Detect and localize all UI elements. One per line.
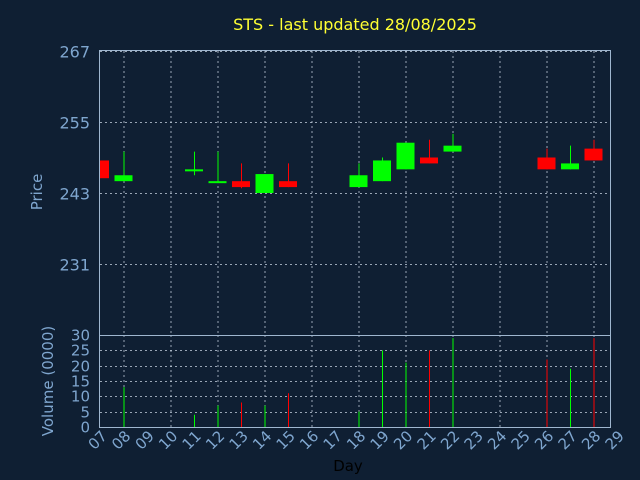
day-tick-label: 12 xyxy=(202,427,228,453)
day-tick-label: 13 xyxy=(226,427,252,453)
volume-panel-frame xyxy=(99,335,611,428)
day-tick-label: 16 xyxy=(296,427,322,453)
candle-07 xyxy=(100,160,109,179)
price-axis-label: Price xyxy=(28,174,46,211)
candle-11 xyxy=(185,151,203,176)
day-tick-label: 25 xyxy=(508,427,534,453)
day-tick-label: 22 xyxy=(437,427,463,453)
day-tick-label: 26 xyxy=(531,427,557,453)
price-grid xyxy=(100,51,610,335)
candle-body xyxy=(373,160,391,182)
candle-body xyxy=(279,181,297,188)
candle-19 xyxy=(373,157,391,182)
volume-series xyxy=(123,338,595,427)
x-axis-label: Day xyxy=(333,457,363,475)
candle-body xyxy=(101,160,109,179)
chart-title: STS - last updated 28/08/2025 xyxy=(233,15,477,34)
volume-tick-label: 15 xyxy=(71,373,90,391)
volume-grid xyxy=(100,335,610,427)
day-tick-label: 10 xyxy=(155,427,181,453)
candle-12 xyxy=(208,151,227,184)
candle-28 xyxy=(584,139,603,161)
candle-body xyxy=(349,175,368,188)
candle-body xyxy=(420,157,438,164)
price-tick-label: 267 xyxy=(59,43,90,62)
candle-21 xyxy=(420,139,438,164)
day-tick-label: 23 xyxy=(461,427,487,453)
price-tick-label: 255 xyxy=(59,114,90,133)
day-tick-label: 09 xyxy=(132,427,158,453)
candle-13 xyxy=(232,163,250,189)
day-tick-label: 08 xyxy=(108,427,134,453)
day-tick-label: 17 xyxy=(320,427,346,453)
price-tick-label: 243 xyxy=(59,185,90,204)
candle-body xyxy=(185,169,203,172)
candle-body xyxy=(443,145,462,152)
candle-body xyxy=(584,148,603,161)
volume-tick-label: 25 xyxy=(71,342,90,360)
candle-body xyxy=(232,181,250,188)
day-tick-label: 11 xyxy=(179,427,205,453)
volume-tick-label: 10 xyxy=(71,388,90,406)
day-tick-label: 14 xyxy=(249,427,275,453)
candle-body xyxy=(114,175,133,182)
volume-tick-label: 0 xyxy=(80,419,90,437)
day-tick-label: 28 xyxy=(578,427,604,453)
candle-22 xyxy=(443,133,462,152)
candle-27 xyxy=(561,145,579,170)
day-x-ticks: 0708091011121314151617181920212223242526… xyxy=(85,427,628,453)
candle-14 xyxy=(255,174,274,193)
day-tick-label: 29 xyxy=(602,427,628,453)
candle-08 xyxy=(114,151,133,182)
price-tick-label: 231 xyxy=(59,256,90,275)
candle-body xyxy=(396,142,415,170)
price-y-ticks: 231 243 255 267 xyxy=(59,43,90,275)
day-tick-label: 27 xyxy=(555,427,581,453)
volume-tick-label: 30 xyxy=(71,327,90,345)
candle-body xyxy=(561,163,579,170)
day-tick-label: 24 xyxy=(484,427,510,453)
day-tick-label: 21 xyxy=(414,427,440,453)
candle-body xyxy=(208,181,227,184)
day-tick-label: 20 xyxy=(390,427,416,453)
candle-20 xyxy=(396,142,415,170)
day-tick-label: 19 xyxy=(367,427,393,453)
day-tick-label: 15 xyxy=(273,427,299,453)
volume-tick-label: 20 xyxy=(71,358,90,376)
candle-body xyxy=(255,174,274,193)
volume-axis-label: Volume (0000) xyxy=(39,326,57,436)
candle-26 xyxy=(537,148,556,170)
candle-15 xyxy=(279,163,297,188)
candle-body xyxy=(537,157,556,170)
candle-18 xyxy=(349,163,368,188)
day-tick-label: 18 xyxy=(343,427,369,453)
candlestick-series xyxy=(100,133,603,193)
volume-tick-label: 5 xyxy=(80,404,90,422)
